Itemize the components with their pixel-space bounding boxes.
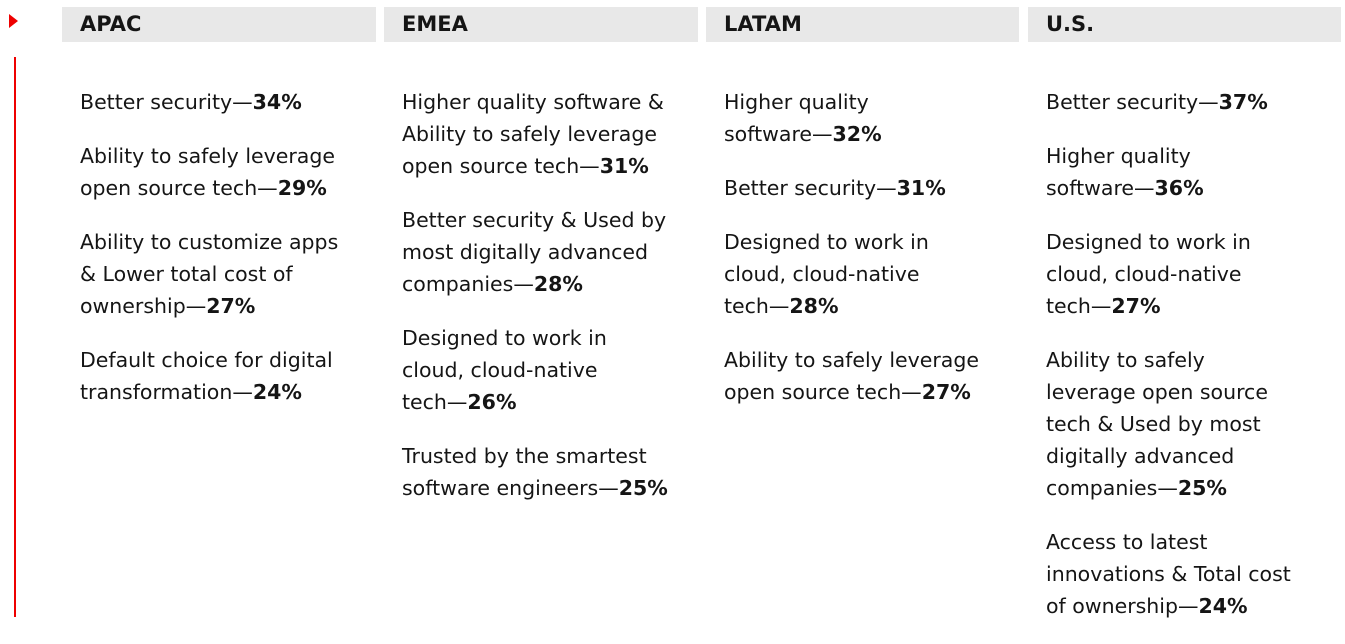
item-list: Better security—37% Higher quality softwar… [1028,86,1341,622]
list-item: Better security—31% [724,172,1019,204]
percentage-value: 25% [1177,476,1227,500]
column-latam: LATAM Higher quality software—32% Better s… [706,7,1019,430]
percentage-value: 27% [1111,294,1161,318]
item-text-line: Ability to safely leverage [80,144,335,168]
item-text-line: Higher quality [724,90,869,114]
accent-rule [14,57,16,617]
list-item: Designed to work in cloud, cloud-native te… [1046,226,1341,322]
item-text-line: Ability to safely leverage [724,348,979,372]
item-text-line: Trusted by the smartest [402,444,647,468]
item-text-line: Designed to work in [1046,230,1251,254]
percentage-value: 24% [252,380,302,404]
list-item: Designed to work in cloud, cloud-native te… [402,322,698,418]
percentage-value: 28% [789,294,839,318]
item-text-line: innovations & Total cost [1046,562,1291,586]
triangle-marker-icon [9,14,18,28]
column-apac: APAC Better security—34% Ability to safel… [62,7,376,430]
item-text-line: cloud, cloud-native [402,358,598,382]
item-text-line: Better security— [1046,90,1219,114]
item-text-line: Better security— [724,176,897,200]
list-item: Designed to work in cloud, cloud-native te… [724,226,1019,322]
list-item: Ability to safely leverage open source te… [724,344,1019,408]
item-text-line: ownership— [80,294,207,318]
percentage-value: 27% [921,380,971,404]
item-text-line: Higher quality software & [402,90,664,114]
item-text-line: companies— [1046,476,1178,500]
item-text-line: & Lower total cost of [80,262,293,286]
percentage-value: 37% [1218,90,1268,114]
item-list: Higher quality software—32% Better securit… [706,86,1019,408]
percentage-value: 26% [467,390,517,414]
item-list: Better security—34% Ability to safely lev… [62,86,376,408]
item-text-line: Ability to safely [1046,348,1205,372]
item-text-line: cloud, cloud-native [724,262,920,286]
percentage-value: 28% [533,272,583,296]
percentage-value: 29% [277,176,327,200]
item-text-line: leverage open source [1046,380,1268,404]
item-text-line: Designed to work in [724,230,929,254]
percentage-value: 24% [1198,594,1248,618]
list-item: Higher quality software—32% [724,86,1019,150]
list-item: Ability to safely leverage open source te… [80,140,376,204]
column-header: EMEA [384,7,698,42]
item-text-line: Access to latest [1046,530,1208,554]
list-item: Higher quality software & Ability to safe… [402,86,698,182]
item-text-line: digitally advanced [1046,444,1235,468]
percentage-value: 32% [832,122,882,146]
list-item: Better security—34% [80,86,376,118]
percentage-value: 36% [1154,176,1204,200]
list-item: Higher quality software—36% [1046,140,1341,204]
percentage-value: 31% [896,176,946,200]
list-item: Default choice for digital transformation… [80,344,376,408]
item-text-line: open source tech— [402,154,600,178]
item-text-line: tech— [724,294,790,318]
item-text-line: of ownership— [1046,594,1199,618]
item-text-line: Designed to work in [402,326,607,350]
item-text-line: transformation— [80,380,253,404]
list-item: Better security & Used by most digitally … [402,204,698,300]
list-item: Access to latest innovations & Total cost… [1046,526,1341,622]
percentage-value: 27% [206,294,256,318]
column-header: LATAM [706,7,1019,42]
item-text-line: companies— [402,272,534,296]
item-text-line: tech— [1046,294,1112,318]
item-text-line: software— [724,122,833,146]
item-text-line: software— [1046,176,1155,200]
column-us: U.S. Better security—37% Higher quality so… [1028,7,1341,644]
item-text-line: Ability to safely leverage [402,122,657,146]
item-text-line: tech & Used by most [1046,412,1261,436]
item-text-line: open source tech— [724,380,922,404]
column-header: APAC [62,7,376,42]
list-item: Ability to safely leverage open source tec… [1046,344,1341,504]
item-text-line: Ability to customize apps [80,230,339,254]
column-emea: EMEA Higher quality software & Ability to… [384,7,698,526]
item-text-line: software engineers— [402,476,619,500]
percentage-value: 25% [618,476,668,500]
column-header: U.S. [1028,7,1341,42]
item-text-line: Default choice for digital [80,348,333,372]
percentage-value: 34% [252,90,302,114]
item-text-line: Better security & Used by [402,208,667,232]
list-item: Better security—37% [1046,86,1341,118]
list-item: Trusted by the smartest software engineer… [402,440,698,504]
percentage-value: 31% [599,154,649,178]
item-text-line: Higher quality [1046,144,1191,168]
item-text-line: cloud, cloud-native [1046,262,1242,286]
item-text-line: Better security— [80,90,253,114]
item-text-line: open source tech— [80,176,278,200]
list-item: Ability to customize apps & Lower total c… [80,226,376,322]
item-text-line: most digitally advanced [402,240,648,264]
item-list: Higher quality software & Ability to safe… [384,86,698,504]
item-text-line: tech— [402,390,468,414]
